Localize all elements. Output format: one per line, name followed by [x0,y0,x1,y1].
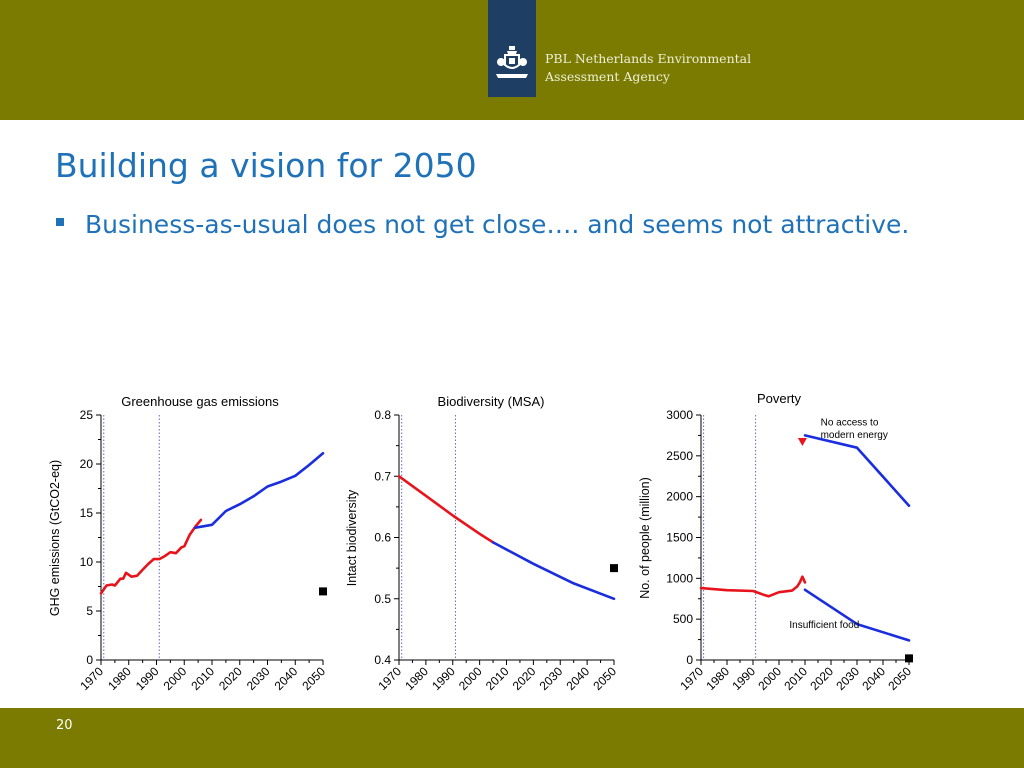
x-tick-label: 2050 [299,664,328,693]
y-tick-label: 0.7 [374,469,391,483]
y-tick-label: 500 [673,612,693,626]
poverty-chart: Poverty No. of people (million) 0 500 1000 15… [638,391,914,693]
slide-title: Building a vision for 2050 [55,146,477,185]
biodiversity-chart: Biodiversity (MSA) Intact biodiversity 0.4… [345,394,619,693]
x-tick-label: 2020 [216,664,245,693]
y-tick-label: 0.4 [374,653,391,667]
agency-name-line2: Assessment Agency [545,69,670,84]
projection-series-line [491,541,616,601]
historical-series-line [699,575,807,598]
projection-series-line [803,588,911,642]
chart-title: Biodiversity (MSA) [438,394,545,409]
x-tick-label: 2020 [807,664,836,693]
x-tick-label: 1980 [703,664,732,693]
x-tick-label: 2030 [833,664,862,693]
agency-name: PBL Netherlands Environmental Assessment… [545,50,751,86]
footer-band [0,708,1024,768]
target-marker [905,654,913,663]
y-tick-label: 5 [86,604,93,618]
x-tick-label: 2010 [483,664,512,693]
y-tick-label: 2500 [666,449,693,463]
triangle-marker [797,437,807,446]
y-tick-label: 15 [80,506,94,520]
x-tick-label: 2010 [188,664,217,693]
x-tick-label: 2050 [885,664,914,693]
target-marker [319,587,327,596]
x-tick-label: 2010 [781,664,810,693]
agency-name-line1: PBL Netherlands Environmental [545,51,752,66]
x-tick-label: 1970 [677,664,706,693]
y-tick-label: 0 [86,653,93,667]
y-axis-label: Intact biodiversity [345,489,359,586]
x-tick-label: 1990 [729,664,758,693]
x-tick-label: 1980 [402,664,431,693]
y-tick-label: 2000 [666,490,693,504]
bullet-square-icon [56,218,64,226]
projection-series-line [803,434,911,507]
y-tick-label: 0.5 [374,592,391,606]
x-tick-label: 2000 [161,664,190,693]
x-tick-label: 1990 [429,664,458,693]
y-tick-label: 0.8 [374,408,391,422]
x-tick-label: 1970 [77,664,106,693]
bullet-text: Business-as-usual does not get close…. a… [85,210,910,239]
x-tick-label: 2040 [272,664,301,693]
chart-annotation: modern energy [821,430,888,441]
x-tick-label: 2030 [244,664,273,693]
x-tick-label: 2000 [755,664,784,693]
y-tick-label: 0 [686,653,693,667]
historical-series-line [99,518,203,595]
target-marker [610,564,618,573]
government-logo [488,0,536,97]
y-tick-label: 20 [80,457,94,471]
x-tick-label: 2020 [510,664,539,693]
historical-series-line [397,475,495,544]
x-tick-label: 2050 [590,664,619,693]
chart-annotation: No access to [821,418,879,429]
chart-annotation: Insufficient food [789,620,859,631]
y-tick-label: 3000 [666,408,693,422]
y-tick-label: 1000 [666,571,693,585]
chart-title: Greenhouse gas emissions [121,394,279,409]
ghg-emissions-chart: Greenhouse gas emissions GHG emissions (G… [48,394,328,693]
x-tick-label: 1970 [375,664,404,693]
y-tick-label: 10 [80,555,94,569]
x-tick-label: 1990 [133,664,162,693]
x-tick-label: 2000 [456,664,485,693]
chart-title: Poverty [757,391,802,406]
page-number: 20 [56,718,73,733]
y-tick-label: 0.6 [374,531,391,545]
royal-crest-icon [496,46,528,78]
y-axis-label: GHG emissions (GtCO2-eq) [48,460,62,616]
y-tick-label: 25 [80,408,94,422]
x-tick-label: 1980 [105,664,134,693]
x-tick-label: 2040 [859,664,888,693]
y-axis-label: No. of people (million) [638,477,652,599]
x-tick-label: 2040 [563,664,592,693]
x-tick-label: 2030 [537,664,566,693]
projection-series-line [194,451,325,529]
y-tick-label: 1500 [666,531,693,545]
